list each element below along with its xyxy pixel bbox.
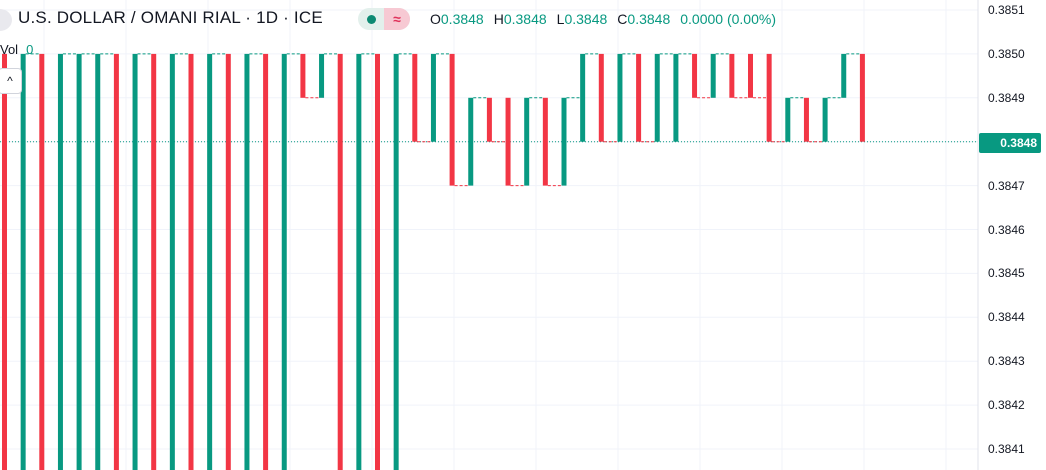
- candle: [449, 53, 455, 186]
- candle: [617, 53, 623, 142]
- y-tick-label: 0.3845: [988, 266, 1025, 281]
- y-tick-label: 0.3847: [988, 178, 1025, 193]
- volume-label: Vol: [0, 42, 19, 57]
- candle: [281, 53, 287, 470]
- candle: [2, 53, 7, 470]
- candle: [20, 53, 26, 470]
- candle: [57, 53, 63, 470]
- y-tick-label: 0.3842: [988, 398, 1025, 413]
- high-value: 0.3848: [503, 11, 547, 27]
- candle: [468, 97, 474, 186]
- market-status-pill[interactable]: ≈: [358, 8, 410, 30]
- candle: [132, 53, 138, 470]
- y-tick-label: 0.3850: [988, 46, 1025, 61]
- volume-legend: Vol 0: [0, 42, 33, 57]
- change-value: 0.0000 (0.00%): [680, 11, 776, 27]
- candle: [375, 53, 380, 470]
- candle: [524, 97, 530, 186]
- y-tick-label: 0.3844: [988, 310, 1025, 325]
- wave-icon: ≈: [384, 8, 410, 30]
- candle: [841, 53, 847, 98]
- open-label: O: [430, 11, 441, 27]
- ohlc-legend: O0.3848 H0.3848 L0.3848 C0.3848 0.0000 (0.00…: [430, 11, 776, 27]
- candle: [598, 53, 604, 142]
- candle: [561, 97, 567, 186]
- candle: [207, 53, 213, 470]
- exchange-logo-icon: E: [0, 9, 12, 31]
- volume-value: 0: [26, 42, 34, 57]
- close-value: 0.3848: [627, 11, 671, 27]
- candle: [300, 53, 306, 98]
- candle: [169, 53, 175, 470]
- candle: [412, 53, 418, 142]
- candle: [580, 53, 586, 142]
- candle: [337, 53, 343, 470]
- y-tick-label: 0.3843: [988, 354, 1025, 369]
- candle: [505, 97, 511, 186]
- close-label: C: [617, 11, 628, 27]
- market-open-dot-icon: [358, 8, 384, 30]
- candle: [188, 53, 194, 470]
- candle: [263, 53, 269, 470]
- candle: [113, 53, 119, 470]
- candle: [151, 53, 157, 470]
- candle: [710, 53, 716, 98]
- last-price-tag: 0.3848: [979, 133, 1041, 153]
- candle: [76, 53, 82, 470]
- candle: [692, 53, 698, 98]
- symbol-title[interactable]: U.S. DOLLAR / OMANI RIAL · 1D · ICE: [18, 8, 323, 27]
- candle: [785, 97, 791, 142]
- candle: [244, 53, 250, 470]
- candle: [39, 53, 45, 470]
- candle: [636, 53, 642, 142]
- candle: [822, 97, 828, 142]
- y-tick-label: 0.3851: [988, 3, 1025, 17]
- candle: [393, 53, 399, 470]
- candle: [748, 53, 753, 98]
- candle: [430, 53, 436, 142]
- candle: [486, 97, 492, 142]
- candle: [803, 97, 809, 142]
- high-label: H: [493, 11, 504, 27]
- collapse-legend-button[interactable]: ^: [0, 68, 22, 94]
- y-tick-label: 0.3841: [988, 442, 1025, 456]
- candle: [225, 53, 231, 470]
- candle: [729, 53, 735, 98]
- low-label: L: [556, 11, 565, 27]
- candle: [766, 53, 772, 142]
- candle: [673, 53, 679, 142]
- candle: [95, 53, 101, 470]
- candle: [356, 53, 362, 470]
- y-tick-label: 0.3846: [988, 222, 1025, 237]
- candle: [542, 97, 548, 186]
- candle: [654, 53, 660, 142]
- open-value: 0.3848: [440, 11, 484, 27]
- candle: [859, 53, 865, 142]
- low-value: 0.3848: [564, 11, 608, 27]
- candle: [319, 53, 325, 98]
- y-tick-label: 0.3849: [988, 90, 1025, 105]
